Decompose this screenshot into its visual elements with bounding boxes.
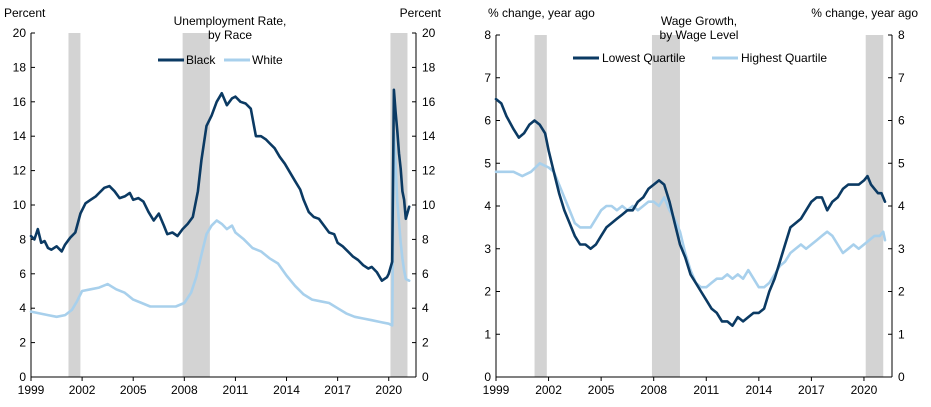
y-tick-label-right: 0: [422, 370, 429, 384]
chart-title-line-1: Wage Growth,: [661, 14, 737, 28]
y-tick-label-left: 6: [19, 267, 26, 281]
y-tick-label-right: 7: [898, 71, 905, 85]
x-tick-label: 2020: [851, 383, 878, 397]
y-tick-label-right: 20: [422, 26, 436, 40]
y-tick-label-right: 8: [422, 232, 429, 246]
legend: Lowest Quartile Highest Quartile: [573, 51, 827, 65]
legend-label-black: Black: [186, 53, 216, 67]
x-tick-label: 2008: [640, 383, 667, 397]
recession-band: [865, 35, 884, 377]
y-tick-label-left: 2: [484, 285, 491, 299]
x-tick-label: 2014: [273, 383, 300, 397]
unemployment-chart: Unemployment Rate, by Race Percent Perce…: [4, 6, 442, 397]
y-tick-label-left: 8: [484, 28, 491, 42]
recession-band: [68, 33, 81, 377]
x-tick-label: 1999: [18, 383, 45, 397]
y-tick-label-right: 4: [898, 199, 905, 213]
wage-growth-chart: Wage Growth, by Wage Level % change, yea…: [483, 6, 919, 397]
y-tick-label-left: 12: [13, 164, 27, 178]
y-tick-label-right: 6: [898, 114, 905, 128]
x-tick-label: 2008: [171, 383, 198, 397]
y-tick-label-left: 0: [19, 370, 26, 384]
y-tick-label-right: 0: [898, 370, 905, 384]
recession-band: [651, 35, 680, 377]
y-tick-label-left: 4: [484, 199, 491, 213]
left-axis-label: % change, year ago: [488, 6, 595, 20]
x-tick-label: 2011: [223, 383, 249, 397]
y-tick-label-right: 8: [898, 28, 905, 42]
x-tick-label: 2005: [588, 383, 615, 397]
y-tick-label-left: 0: [484, 370, 491, 384]
x-tick-label: 2020: [375, 383, 402, 397]
legend-label-lowest-quartile: Lowest Quartile: [602, 51, 686, 65]
series-line-black: [29, 88, 411, 282]
y-tick-label-left: 16: [13, 95, 27, 109]
series-line-lowest-quartile: [494, 97, 887, 327]
y-tick-label-right: 4: [422, 301, 429, 315]
x-tick-label: 2017: [798, 383, 825, 397]
y-tick-label-left: 10: [13, 198, 27, 212]
y-tick-label-right: 6: [422, 267, 429, 281]
y-tick-label-left: 8: [19, 232, 26, 246]
right-axis-label: Percent: [400, 6, 442, 20]
x-tick-label: 2014: [745, 383, 772, 397]
y-tick-label-right: 5: [898, 156, 905, 170]
x-tick-label: 2011: [693, 383, 719, 397]
series-line-white: [29, 131, 411, 327]
y-tick-label-right: 12: [422, 164, 436, 178]
legend-label-white: White: [252, 53, 283, 67]
legend-label-highest-quartile: Highest Quartile: [741, 51, 827, 65]
y-tick-label-right: 3: [898, 242, 905, 256]
y-tick-label-left: 3: [484, 242, 491, 256]
y-tick-label-left: 20: [13, 26, 27, 40]
x-tick-label: 1999: [483, 383, 510, 397]
series-line-highest-quartile: [494, 162, 887, 289]
y-tick-label-right: 18: [422, 60, 436, 74]
chart-title-line-1: Unemployment Rate,: [174, 14, 287, 28]
right-axis-label: % change, year ago: [811, 6, 918, 20]
y-tick-label-left: 18: [13, 60, 27, 74]
y-tick-label-left: 2: [19, 336, 26, 350]
x-tick-label: 2002: [535, 383, 562, 397]
y-tick-label-right: 10: [422, 198, 436, 212]
y-tick-label-left: 1: [484, 327, 491, 341]
x-tick-label: 2017: [324, 383, 351, 397]
x-tick-label: 2005: [120, 383, 147, 397]
y-tick-label-right: 2: [898, 285, 905, 299]
y-tick-label-right: 1: [898, 327, 905, 341]
y-tick-label-left: 5: [484, 156, 491, 170]
y-tick-label-left: 7: [484, 71, 491, 85]
chart-title-line-2: by Wage Level: [660, 28, 739, 42]
y-tick-label-right: 16: [422, 95, 436, 109]
y-tick-label-left: 6: [484, 114, 491, 128]
y-tick-label-right: 2: [422, 336, 429, 350]
left-axis-label: Percent: [4, 6, 46, 20]
y-tick-label-right: 14: [422, 129, 436, 143]
x-tick-label: 2002: [69, 383, 96, 397]
legend: Black White: [158, 53, 283, 67]
recession-band: [534, 35, 547, 377]
chart-title-line-2: by Race: [208, 28, 252, 42]
y-tick-label-left: 14: [13, 129, 27, 143]
y-tick-label-left: 4: [19, 301, 26, 315]
